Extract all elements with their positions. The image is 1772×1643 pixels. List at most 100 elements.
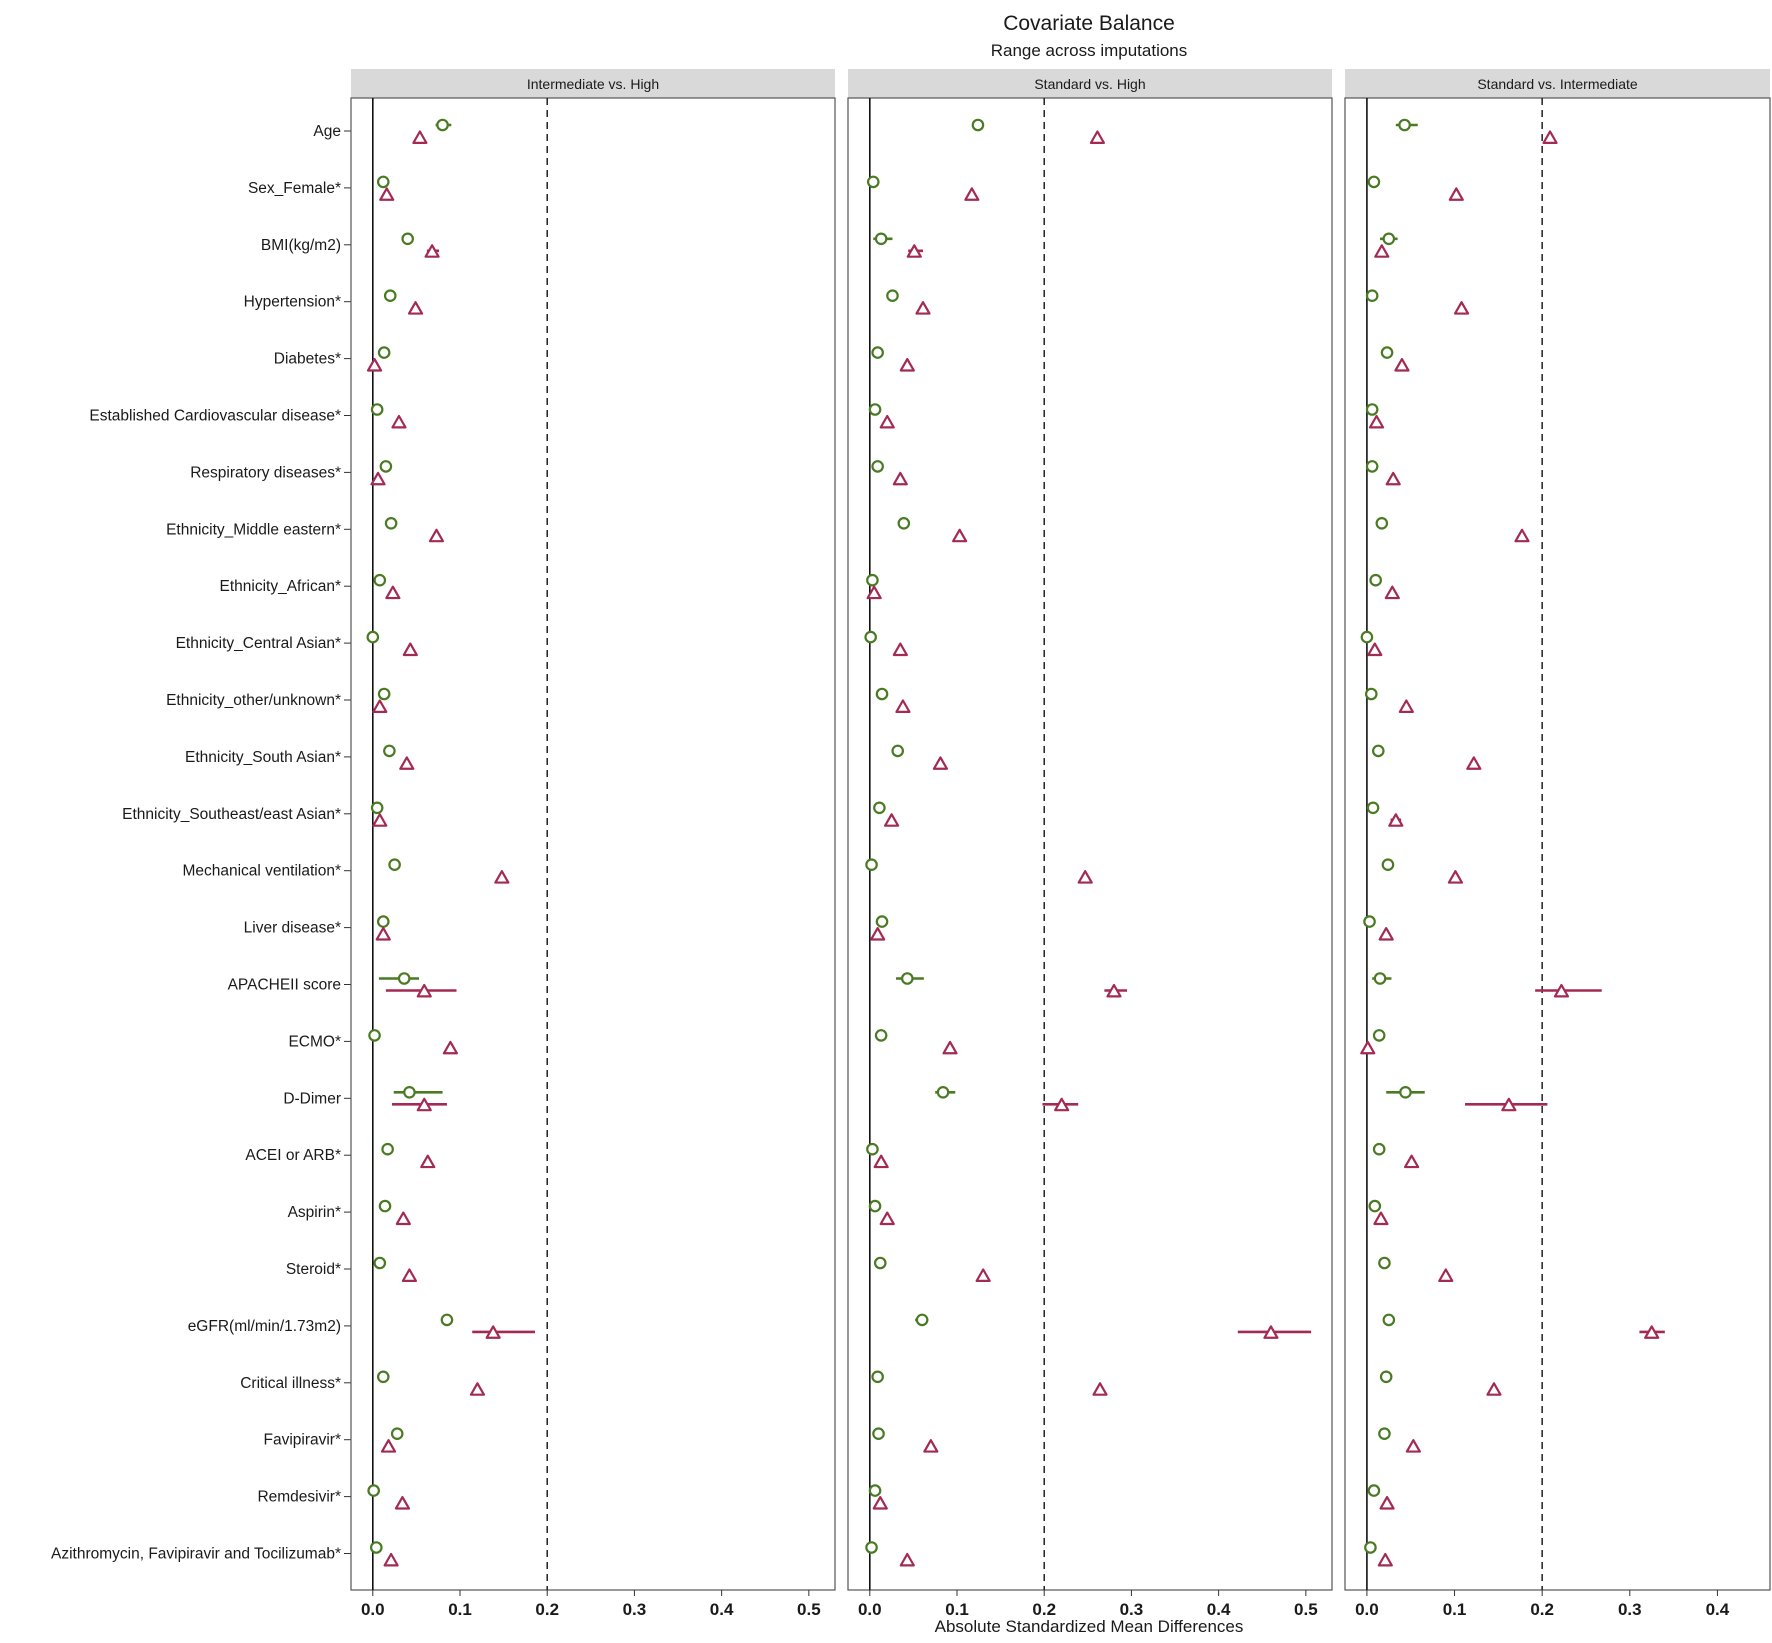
circle-point	[378, 1199, 392, 1213]
circle-point	[874, 232, 888, 246]
circle-point	[866, 175, 880, 189]
plot-layer: Age Sex_Female* BMI(kg/m2) Hypertension* Dia…	[51, 69, 1771, 1619]
triangle-point	[1466, 756, 1482, 770]
triangle-point	[401, 1268, 418, 1282]
triangle-point	[906, 244, 922, 258]
circle-point	[1360, 630, 1374, 644]
triangle-point	[370, 471, 386, 486]
circle-point	[1399, 1086, 1412, 1099]
triangle-point	[1378, 926, 1394, 941]
triangle-point	[895, 699, 911, 713]
x-tick-label: 0.3	[1618, 1600, 1642, 1619]
panel-1: Intermediate vs. High 0.0 0.1 0.2 0.3 0.4 0.5	[350, 69, 836, 1619]
circle-point	[1373, 972, 1387, 985]
triangle-point	[1405, 1439, 1421, 1453]
triangle-point	[872, 1495, 888, 1510]
panel-border	[350, 97, 836, 1591]
triangle-point	[380, 1439, 397, 1453]
triangle-point	[1373, 1211, 1389, 1226]
triangle-point	[915, 301, 931, 315]
circle-point	[383, 289, 397, 302]
triangle-point	[1398, 699, 1414, 713]
triangle-point	[1092, 1382, 1108, 1396]
triangle-point	[1367, 642, 1383, 657]
circle-point	[403, 1086, 416, 1099]
circle-point	[1379, 1370, 1393, 1384]
circle-point	[1382, 232, 1396, 246]
triangle-point	[442, 1040, 459, 1055]
x-tick-label: 0.1	[448, 1600, 472, 1619]
triangle-point	[1054, 1097, 1070, 1112]
circle-point	[901, 972, 914, 985]
covariate-label: Critical illness*	[240, 1375, 341, 1392]
triangle-point	[899, 1552, 915, 1567]
triangle-point	[975, 1268, 991, 1282]
triangle-point	[892, 642, 908, 657]
circle-point	[872, 1427, 885, 1440]
circle-point	[1365, 289, 1379, 302]
circle-point	[865, 1541, 878, 1554]
triangle-point	[1448, 187, 1464, 201]
chart-title: Covariate Balance	[1003, 12, 1175, 35]
circle-point	[971, 118, 985, 132]
covariate-label: Age	[313, 123, 341, 140]
circle-point	[1368, 1199, 1382, 1213]
panel-border	[1344, 97, 1771, 1591]
circle-point	[875, 687, 889, 701]
facet-strip-label: Standard vs. High	[1034, 76, 1145, 92]
circle-point	[401, 232, 414, 246]
circle-point	[936, 1086, 950, 1099]
circle-point	[866, 1142, 879, 1156]
circle-point	[886, 289, 899, 302]
x-tick-label: 0.2	[535, 1600, 559, 1619]
triangle-point	[1447, 870, 1464, 884]
triangle-point	[428, 528, 445, 543]
triangle-point	[1106, 983, 1122, 998]
covariate-label: Ethnicity_other/unknown*	[166, 692, 341, 709]
triangle-point	[1374, 244, 1390, 258]
circle-point	[1366, 801, 1380, 815]
covariate-label: Established Cardiovascular disease*	[89, 408, 341, 425]
circle-point	[1367, 1484, 1381, 1497]
triangle-point	[884, 813, 900, 827]
triangle-point	[372, 699, 388, 713]
circle-point	[388, 858, 401, 871]
circle-point	[873, 801, 886, 815]
circle-point	[1398, 118, 1411, 132]
triangle-point	[952, 528, 968, 543]
circle-point	[397, 972, 411, 985]
circle-point	[376, 175, 390, 189]
circle-point	[897, 516, 911, 530]
circle-point	[868, 1484, 882, 1497]
covariate-label: Steroid*	[286, 1261, 341, 1278]
triangle-point	[395, 1211, 411, 1226]
triangle-point	[1385, 471, 1401, 486]
circle-point	[367, 1484, 380, 1497]
covariate-label: ACEI or ARB*	[245, 1147, 341, 1164]
x-tick-label: 0.0	[858, 1600, 882, 1619]
triangle-point	[1377, 1552, 1393, 1567]
triangle-point	[870, 926, 886, 941]
circle-point	[871, 460, 884, 473]
x-tick-label: 0.5	[1294, 1600, 1318, 1619]
covariate-label: Ethnicity_South Asian*	[185, 749, 341, 766]
triangle-point	[1384, 585, 1400, 600]
circle-point	[1363, 915, 1376, 928]
triangle-point	[1486, 1382, 1502, 1396]
circle-point	[1365, 460, 1379, 473]
triangle-point	[379, 187, 395, 201]
covariate-label: ECMO*	[288, 1033, 341, 1050]
circle-point	[871, 1370, 884, 1384]
covariate-label: Favipiravir*	[263, 1432, 341, 1449]
circle-point	[873, 1256, 887, 1270]
circle-point	[368, 1029, 381, 1042]
circle-point	[1372, 1029, 1386, 1042]
circle-point	[379, 460, 393, 473]
triangle-point	[873, 1154, 889, 1169]
triangle-point	[942, 1040, 958, 1055]
facet-strip-label: Intermediate vs. High	[527, 76, 659, 92]
triangle-point	[1542, 130, 1558, 144]
covariate-label: Hypertension*	[244, 294, 341, 311]
triangle-point	[923, 1439, 939, 1453]
